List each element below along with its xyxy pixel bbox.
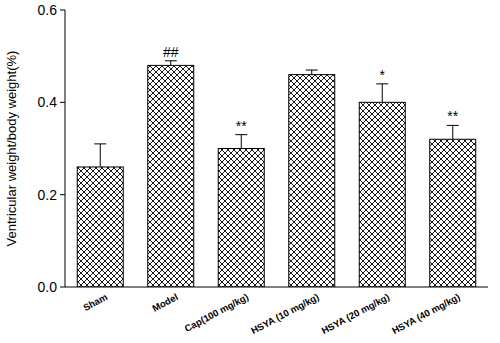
y-tick-label: 0.6 (38, 2, 58, 18)
error-bar (376, 84, 388, 102)
y-tick (60, 102, 65, 103)
y-tick-label: 0.2 (38, 187, 58, 203)
y-tick (60, 287, 65, 288)
significance-marker: ** (447, 108, 458, 124)
x-tick-label: HSYA (40 mg/kg) (390, 291, 462, 336)
y-axis-label: Ventricular weight/body weight(%) (4, 51, 19, 247)
y-tick (60, 10, 65, 11)
bar (77, 167, 123, 287)
x-tick-label: HSYA (10 mg/kg) (249, 291, 321, 336)
chart-container: 0.0 0.2 0.4 0.6 Ventricular weight/body weig… (0, 0, 500, 343)
x-tick-label: HSYA (20 mg/kg) (320, 291, 392, 336)
y-axis (65, 10, 66, 287)
bar (289, 75, 335, 287)
error-bar (235, 135, 247, 149)
error-bar (94, 144, 106, 167)
x-axis (65, 287, 488, 288)
x-tick-label: Cap(100 mg/kg) (183, 291, 251, 334)
significance-marker: ** (236, 118, 247, 134)
significance-marker: * (380, 67, 386, 83)
y-tick-label: 0.0 (38, 279, 58, 295)
bars (77, 61, 476, 287)
y-tick (60, 194, 65, 195)
bar (218, 149, 264, 288)
x-tick-label: Sham (81, 291, 109, 313)
y-tick-label: 0.4 (38, 94, 58, 110)
bar (359, 102, 405, 287)
chart: 0.0 0.2 0.4 0.6 Ventricular weight/body weig… (0, 0, 500, 343)
x-tick-label: Model (150, 291, 179, 314)
error-bar (306, 70, 318, 75)
error-bar (165, 61, 177, 66)
bar (430, 139, 476, 287)
error-bar (447, 125, 459, 139)
significance-marker: ## (163, 44, 179, 60)
bar (148, 65, 194, 287)
